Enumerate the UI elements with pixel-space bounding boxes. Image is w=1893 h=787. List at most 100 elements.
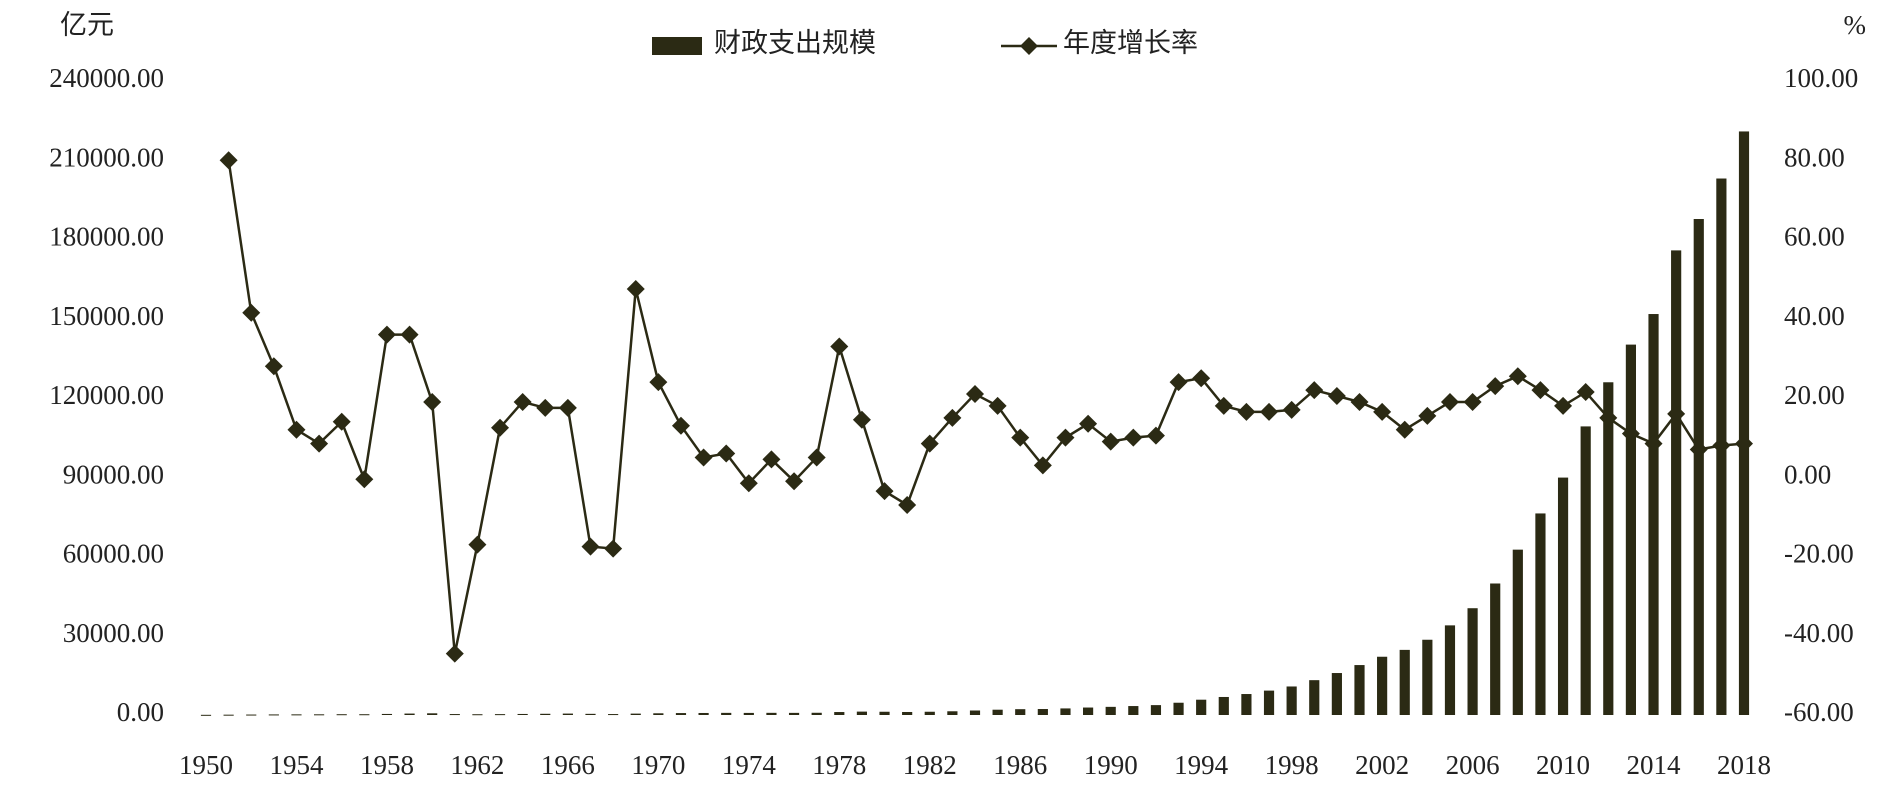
bar [1490,583,1501,715]
bar [630,713,641,715]
marker [219,151,238,170]
legend-swatch [652,37,702,55]
bar [856,711,868,715]
bar [336,714,347,716]
marker [1124,428,1143,447]
y-tick-label: 180000.00 [49,222,164,252]
bar [404,713,415,715]
x-tick-label: 2006 [1446,750,1500,780]
marker [1056,428,1075,447]
marker [1101,432,1120,451]
bar [1037,709,1048,715]
bar [200,714,212,716]
marker [377,325,396,344]
marker [332,412,351,431]
marker [1576,383,1595,402]
x-tick-label: 1954 [269,750,324,780]
marker [513,392,532,411]
y2-tick-label: 20.00 [1784,380,1845,410]
x-tick-label: 1978 [812,750,866,780]
x-tick-label: 1990 [1084,750,1138,780]
x-tick-label: 1986 [993,750,1047,780]
x-tick-label: 1962 [450,750,504,780]
marker [671,416,690,435]
marker [1508,367,1527,386]
x-tick-label: 1982 [903,750,957,780]
bar [1150,705,1162,715]
legend-label: 财政支出规模 [714,28,876,58]
bar [675,713,687,715]
bar [811,712,822,715]
marker [988,396,1007,415]
marker [1644,434,1663,453]
y2-tick-label: 100.00 [1784,63,1858,93]
marker [536,398,555,417]
bar [902,711,913,715]
x-tick-label: 1958 [360,750,414,780]
bar [1535,513,1546,715]
marker [355,470,374,489]
y-tick-label: 0.00 [117,697,164,727]
bar [879,711,890,715]
marker [1554,396,1573,415]
marker [1373,402,1392,421]
bar [1286,686,1297,715]
marker [581,537,600,556]
marker [852,410,871,429]
marker [830,337,849,356]
bar [246,714,257,716]
marker [1395,420,1414,439]
bar [653,713,664,715]
marker [1599,408,1618,427]
bar [1738,131,1750,715]
bar [608,714,619,716]
bar [494,714,506,716]
bar [268,714,279,716]
y2-axis-label: % [1844,10,1867,40]
bar [1309,680,1320,715]
marker [558,398,577,417]
x-tick-label: 2018 [1717,750,1771,780]
bar [540,713,551,715]
marker [1260,402,1279,421]
bar [1422,639,1433,715]
bar [449,714,460,716]
bar [1354,665,1365,715]
bar [585,713,596,715]
marker [400,325,419,344]
legend-swatch [1020,37,1038,55]
bar [1241,694,1252,715]
marker [694,448,713,467]
marker [310,434,329,453]
bar [1557,477,1569,715]
bar [1603,382,1614,715]
marker [1033,456,1052,475]
marker [1621,424,1640,443]
marker [1237,402,1256,421]
legend-label: 年度增长率 [1063,28,1198,58]
bar [291,714,302,716]
bar [427,713,438,715]
y-tick-label: 90000.00 [63,459,164,489]
x-tick-label: 2010 [1536,750,1590,780]
marker [966,385,984,404]
x-tick-label: 1966 [541,750,595,780]
marker [445,644,464,663]
bar [969,710,981,715]
marker [1327,387,1346,406]
bar [698,712,709,715]
marker [264,357,283,376]
bar [1693,219,1704,716]
y-axis-label: 亿元 [60,10,114,40]
bar [381,713,393,715]
x-tick-label: 1994 [1174,750,1229,780]
bar [1105,706,1116,715]
marker [1712,436,1731,455]
y-tick-label: 210000.00 [49,142,164,172]
marker [626,280,645,299]
marker [1214,396,1233,415]
marker [1463,392,1482,411]
marker [1282,400,1301,419]
marker [1486,377,1505,396]
